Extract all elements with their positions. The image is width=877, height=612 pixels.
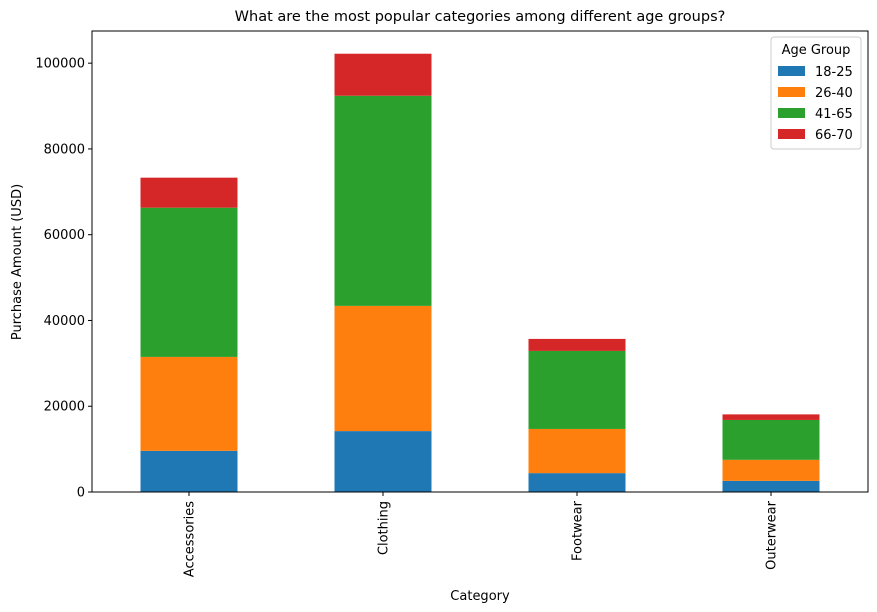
legend-frame (770, 36, 862, 150)
legend-label-18-25: 18-25 (815, 65, 853, 80)
bar-outerwear-26-40 (722, 459, 820, 481)
y-tick-label: 80000 (44, 142, 85, 157)
legend-swatch-41-65 (778, 108, 805, 118)
bar-clothing-18-25 (334, 431, 432, 492)
legend-swatch-26-40 (778, 87, 805, 97)
x-tick-label-outerwear: Outerwear (765, 500, 780, 570)
y-tick-label: 100000 (35, 57, 85, 72)
legend-label-26-40: 26-40 (815, 86, 853, 101)
legend-label-66-70: 66-70 (815, 128, 853, 143)
y-tick-label: 20000 (44, 400, 85, 415)
legend-label-41-65: 41-65 (815, 107, 853, 122)
bar-accessories-41-65 (140, 207, 238, 357)
y-tick-label: 40000 (44, 314, 85, 329)
x-tick-label-clothing: Clothing (377, 501, 392, 555)
bar-clothing-26-40 (334, 305, 432, 432)
legend-swatch-66-70 (778, 129, 805, 139)
bar-footwear-18-25 (528, 473, 626, 492)
x-tick-label-footwear: Footwear (571, 500, 586, 561)
bar-clothing-41-65 (334, 95, 432, 306)
plot-frame (91, 30, 869, 493)
legend-swatch-18-25 (778, 66, 805, 76)
bar-accessories-66-70 (140, 177, 238, 208)
bar-clothing-66-70 (334, 53, 432, 96)
axes-layer: 0 20000 40000 60000 80000 100000 Accessories Cl… (35, 30, 869, 577)
bar-outerwear-41-65 (722, 419, 820, 460)
bar-footwear-41-65 (528, 350, 626, 429)
bar-outerwear-66-70 (722, 414, 820, 420)
y-tick-label: 60000 (44, 228, 85, 243)
bar-outerwear-18-25 (722, 480, 820, 492)
legend-title: Age Group (782, 43, 851, 58)
bar-footwear-26-40 (528, 428, 626, 474)
bars-layer (140, 53, 820, 492)
chart-title: What are the most popular categories amo… (235, 9, 726, 25)
x-axis-label: Category (450, 589, 510, 604)
legend-items: 18-25 26-40 41-65 66-70 (778, 65, 853, 143)
x-tick-label-accessories: Accessories (183, 501, 198, 577)
y-axis-label: Purchase Amount (USD) (10, 184, 25, 340)
bar-footwear-66-70 (528, 338, 626, 351)
y-tick-label: 0 (77, 486, 85, 501)
legend: Age Group 18-25 26-40 41-65 66-70 (770, 36, 862, 150)
bar-accessories-26-40 (140, 356, 238, 451)
bar-accessories-18-25 (140, 450, 238, 492)
